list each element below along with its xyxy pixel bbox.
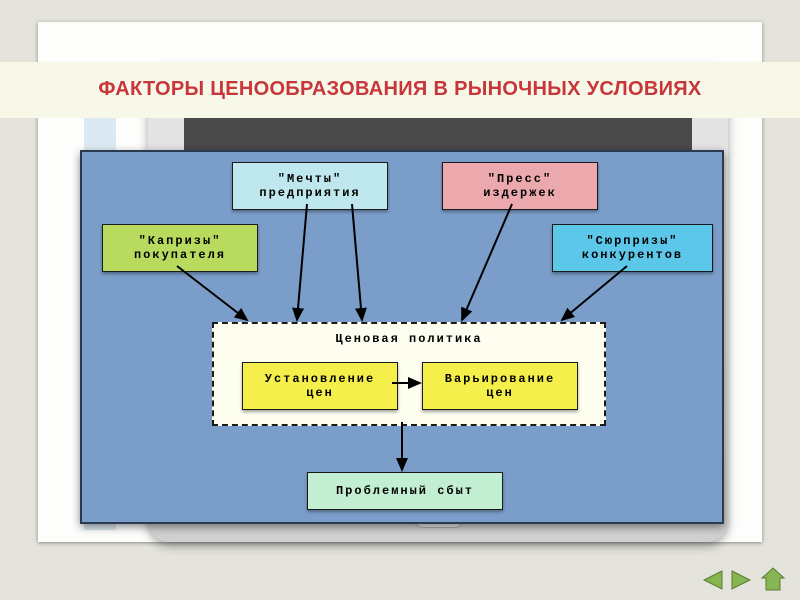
nav-home-icon[interactable] — [760, 566, 786, 592]
box-surprises: "Сюрпризы" конкурентов — [552, 224, 713, 272]
box-caprices: "Капризы" покупателя — [102, 224, 258, 272]
page-title: ФАКТОРЫ ЦЕНООБРАЗОВАНИЯ В РЫНОЧНЫХ УСЛОВ… — [98, 78, 701, 101]
policy-title: Ценовая политика — [214, 332, 604, 346]
nav-controls — [700, 566, 786, 592]
title-band: ФАКТОРЫ ЦЕНООБРАЗОВАНИЯ В РЫНОЧНЫХ УСЛОВ… — [0, 62, 800, 118]
nav-back-icon[interactable] — [700, 568, 724, 592]
page-background: ФАКТОРЫ ЦЕНООБРАЗОВАНИЯ В РЫНОЧНЫХ УСЛОВ… — [0, 0, 800, 600]
box-vary: Варьирование цен — [422, 362, 578, 410]
diagram-panel: "Мечты" предприятия "Пресс" издержек "Ка… — [80, 150, 724, 524]
box-dreams: "Мечты" предприятия — [232, 162, 388, 210]
nav-forward-icon[interactable] — [730, 568, 754, 592]
box-problem: Проблемный сбыт — [307, 472, 503, 510]
box-press: "Пресс" издержек — [442, 162, 598, 210]
box-establish: Установление цен — [242, 362, 398, 410]
